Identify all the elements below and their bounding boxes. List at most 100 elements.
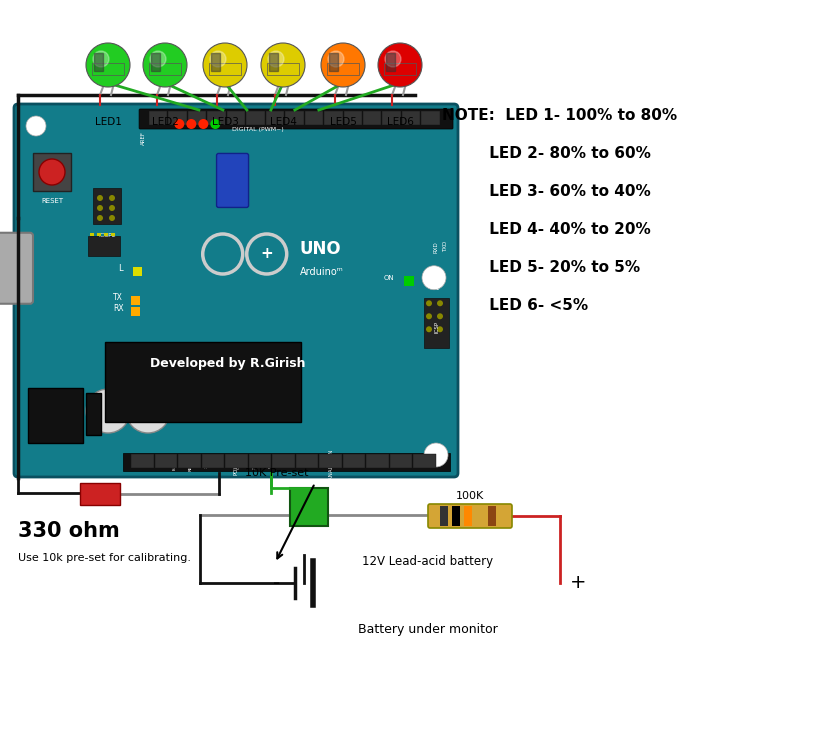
Bar bbox=[105, 341, 301, 422]
Circle shape bbox=[203, 43, 247, 87]
Bar bbox=[97, 233, 101, 236]
Bar bbox=[133, 267, 142, 276]
Circle shape bbox=[97, 195, 103, 201]
Circle shape bbox=[210, 119, 220, 129]
Bar bbox=[319, 454, 342, 468]
Text: RX: RX bbox=[113, 304, 124, 313]
Bar bbox=[168, 111, 186, 125]
Bar bbox=[111, 233, 115, 236]
Text: VIN: VIN bbox=[269, 461, 273, 467]
Text: RESET: RESET bbox=[41, 198, 63, 204]
Bar bbox=[207, 111, 226, 125]
Text: NOTE:  LED 1- 100% to 80%: NOTE: LED 1- 100% to 80% bbox=[442, 108, 677, 123]
Circle shape bbox=[426, 313, 432, 319]
Bar bbox=[305, 111, 323, 125]
Bar bbox=[28, 388, 83, 443]
Text: Battery under monitor: Battery under monitor bbox=[358, 623, 498, 636]
Text: 10K Pre-set: 10K Pre-set bbox=[245, 468, 309, 478]
Circle shape bbox=[385, 51, 401, 67]
Bar bbox=[209, 63, 241, 75]
Text: ICSP: ICSP bbox=[434, 321, 439, 333]
Bar bbox=[329, 53, 338, 71]
Text: GND: GND bbox=[253, 459, 257, 469]
Bar bbox=[94, 53, 103, 71]
Circle shape bbox=[426, 327, 432, 333]
Text: RXD: RXD bbox=[433, 241, 438, 252]
Bar bbox=[225, 454, 248, 468]
Text: UNO: UNO bbox=[300, 240, 342, 258]
Circle shape bbox=[437, 327, 443, 333]
Circle shape bbox=[186, 119, 196, 129]
Text: ON: ON bbox=[384, 275, 395, 280]
Text: +: + bbox=[570, 574, 586, 592]
Text: Use 10k pre-set for calibrating.: Use 10k pre-set for calibrating. bbox=[18, 553, 191, 563]
Text: LED 5- 20% to 5%: LED 5- 20% to 5% bbox=[442, 260, 640, 275]
Text: RESET: RESET bbox=[189, 458, 193, 471]
Circle shape bbox=[150, 51, 166, 67]
Text: ANALOG IN: ANALOG IN bbox=[329, 450, 334, 480]
Bar bbox=[131, 296, 140, 305]
Bar bbox=[269, 53, 278, 71]
Text: LED3: LED3 bbox=[212, 117, 238, 127]
Bar bbox=[92, 63, 124, 75]
Circle shape bbox=[39, 159, 65, 185]
Text: LED 3- 60% to 40%: LED 3- 60% to 40% bbox=[442, 184, 651, 199]
Text: 330 ohm: 330 ohm bbox=[18, 521, 120, 541]
Bar bbox=[285, 111, 304, 125]
Circle shape bbox=[437, 313, 443, 319]
Text: LED6: LED6 bbox=[387, 117, 414, 127]
Bar bbox=[383, 111, 401, 125]
Bar bbox=[440, 506, 448, 526]
Text: 1: 1 bbox=[435, 286, 438, 291]
Bar bbox=[188, 111, 206, 125]
Bar bbox=[93, 188, 121, 224]
Text: 12V Lead-acid battery: 12V Lead-acid battery bbox=[362, 555, 493, 568]
Bar bbox=[131, 307, 140, 316]
Bar bbox=[266, 111, 284, 125]
Bar bbox=[155, 454, 177, 468]
Text: LED 6- <5%: LED 6- <5% bbox=[442, 298, 588, 313]
FancyBboxPatch shape bbox=[139, 109, 453, 129]
Circle shape bbox=[424, 443, 448, 467]
Bar bbox=[122, 453, 450, 471]
Circle shape bbox=[210, 51, 226, 67]
Text: POWER: POWER bbox=[233, 455, 238, 475]
Bar bbox=[366, 454, 388, 468]
Text: +: + bbox=[260, 246, 273, 261]
FancyBboxPatch shape bbox=[428, 504, 512, 528]
Circle shape bbox=[86, 389, 130, 433]
Bar bbox=[390, 454, 412, 468]
Circle shape bbox=[321, 43, 365, 87]
Text: TXD: TXD bbox=[443, 241, 448, 252]
Bar bbox=[290, 488, 328, 526]
Bar bbox=[149, 111, 167, 125]
Text: ICSP2: ICSP2 bbox=[99, 233, 116, 238]
Bar bbox=[227, 111, 245, 125]
FancyBboxPatch shape bbox=[217, 153, 249, 208]
Text: AREF: AREF bbox=[141, 131, 146, 145]
Text: LED2: LED2 bbox=[152, 117, 178, 127]
Text: ISREF: ISREF bbox=[173, 458, 177, 469]
Circle shape bbox=[378, 43, 422, 87]
Circle shape bbox=[26, 116, 46, 136]
Text: Developed by R.Girish: Developed by R.Girish bbox=[149, 357, 305, 370]
Text: -: - bbox=[273, 574, 281, 592]
Bar bbox=[246, 111, 264, 125]
Text: Arduinoᵐ: Arduinoᵐ bbox=[300, 267, 343, 277]
Circle shape bbox=[268, 51, 284, 67]
Bar bbox=[249, 454, 271, 468]
Bar bbox=[273, 454, 295, 468]
Bar bbox=[202, 454, 224, 468]
Text: LED4: LED4 bbox=[269, 117, 296, 127]
Text: LED5: LED5 bbox=[329, 117, 356, 127]
Bar bbox=[86, 393, 101, 435]
Circle shape bbox=[86, 43, 130, 87]
Bar bbox=[343, 111, 362, 125]
Text: L: L bbox=[118, 264, 122, 273]
Circle shape bbox=[422, 266, 446, 289]
Bar bbox=[324, 111, 342, 125]
Bar bbox=[404, 276, 414, 286]
Bar bbox=[149, 63, 181, 75]
Bar bbox=[151, 53, 160, 71]
FancyBboxPatch shape bbox=[0, 233, 33, 304]
